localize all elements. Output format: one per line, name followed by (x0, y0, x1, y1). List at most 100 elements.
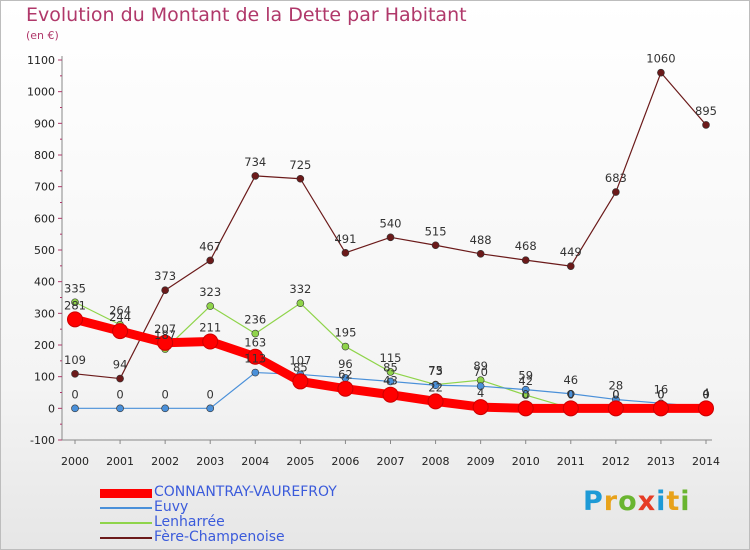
data-point (202, 333, 219, 350)
data-label: 468 (515, 239, 537, 253)
data-point (157, 334, 174, 351)
data-label: 46 (563, 373, 578, 387)
data-label: 236 (244, 313, 266, 327)
data-point (517, 400, 534, 417)
series-f-re-champenoise (71, 68, 710, 383)
y-tick-label: 0 (48, 402, 55, 415)
data-label: 467 (199, 239, 221, 253)
data-point (161, 404, 169, 413)
data-point (116, 374, 124, 383)
data-point (206, 256, 215, 265)
data-label: 89 (473, 359, 488, 373)
data-label: 491 (334, 232, 356, 246)
data-label: 0 (161, 387, 168, 401)
logo-letter: i (680, 486, 691, 517)
data-point (521, 385, 530, 394)
data-point (116, 404, 124, 413)
legend-swatch (100, 537, 152, 539)
data-point (247, 348, 264, 365)
data-point (292, 373, 309, 390)
data-point (431, 241, 440, 250)
data-point (296, 174, 305, 183)
logo-letter: t (666, 486, 681, 517)
data-label: 540 (380, 216, 402, 230)
data-point (251, 172, 260, 180)
data-point (652, 400, 669, 417)
x-tick-label: 2006 (331, 455, 359, 468)
data-label: 244 (109, 310, 131, 324)
data-point (386, 377, 395, 386)
y-tick-label: 300 (34, 307, 55, 320)
data-point (206, 302, 215, 310)
x-tick-label: 2002 (151, 455, 179, 468)
data-label: 0 (71, 387, 78, 401)
x-tick-label: 2000 (61, 455, 89, 468)
data-point (251, 329, 260, 338)
data-label: 1060 (646, 52, 675, 66)
data-point (657, 68, 665, 77)
y-tick-label: 700 (34, 181, 55, 194)
legend-label: Lenharrée (154, 514, 225, 530)
y-tick-label: -100 (30, 434, 55, 447)
data-label: 42 (518, 374, 533, 388)
data-label: 109 (64, 353, 86, 367)
data-point (67, 311, 83, 328)
data-label: 85 (383, 360, 398, 374)
y-tick-label: 400 (34, 276, 55, 289)
legend-label: CONNANTRAY-VAUREFROY (154, 484, 337, 500)
data-label: 0 (207, 387, 214, 401)
data-label: 43 (383, 374, 398, 388)
data-label: 449 (560, 245, 582, 259)
series-connantray-vaurefroy (67, 311, 714, 417)
y-tick-label: 800 (34, 149, 55, 162)
data-label: 73 (428, 364, 443, 378)
legend-label: Fère-Champenoise (154, 529, 285, 545)
data-point (341, 249, 350, 257)
data-point (566, 389, 575, 398)
data-label: 0 (702, 387, 709, 401)
data-point (698, 400, 714, 417)
y-tick-label: 200 (34, 339, 55, 352)
data-label: 59 (518, 369, 533, 383)
data-label: 115 (380, 351, 402, 365)
y-tick-label: 100 (34, 371, 55, 384)
legend-swatch (100, 507, 152, 509)
data-label: 163 (244, 336, 266, 350)
data-label: 734 (244, 155, 266, 169)
series-layer (67, 68, 714, 417)
data-label: 0 (657, 387, 664, 401)
data-point (161, 286, 169, 295)
proxiti-logo: Proxiti (583, 486, 691, 517)
data-label: 515 (425, 224, 447, 238)
data-point (71, 298, 79, 307)
data-label: 281 (64, 298, 86, 312)
y-tick-label: 500 (34, 244, 55, 257)
x-tick-label: 2001 (106, 455, 134, 468)
logo-letter: i (656, 486, 667, 517)
chart-unit: (en €) (26, 29, 59, 42)
x-tick-label: 2013 (647, 455, 675, 468)
data-label: 187 (154, 328, 176, 342)
data-label: 211 (199, 321, 221, 335)
data-label: 22 (428, 380, 443, 394)
data-label: 207 (154, 322, 176, 336)
data-point (337, 380, 354, 397)
data-label: 373 (154, 269, 176, 283)
logo-letter: o (618, 486, 638, 517)
data-point (251, 368, 260, 377)
series-euvy (71, 368, 710, 413)
data-label: 264 (109, 304, 131, 318)
data-label: 0 (116, 387, 123, 401)
data-point (476, 250, 485, 258)
logo-letter: P (583, 486, 604, 517)
legend-label: Euvy (154, 499, 189, 515)
data-point (386, 233, 395, 242)
data-point (112, 323, 129, 340)
data-point (476, 382, 485, 390)
x-tick-label: 2003 (196, 455, 224, 468)
chart-title: Evolution du Montant de la Dette par Hab… (26, 4, 467, 26)
data-point (566, 262, 575, 270)
data-label: 85 (293, 360, 308, 374)
